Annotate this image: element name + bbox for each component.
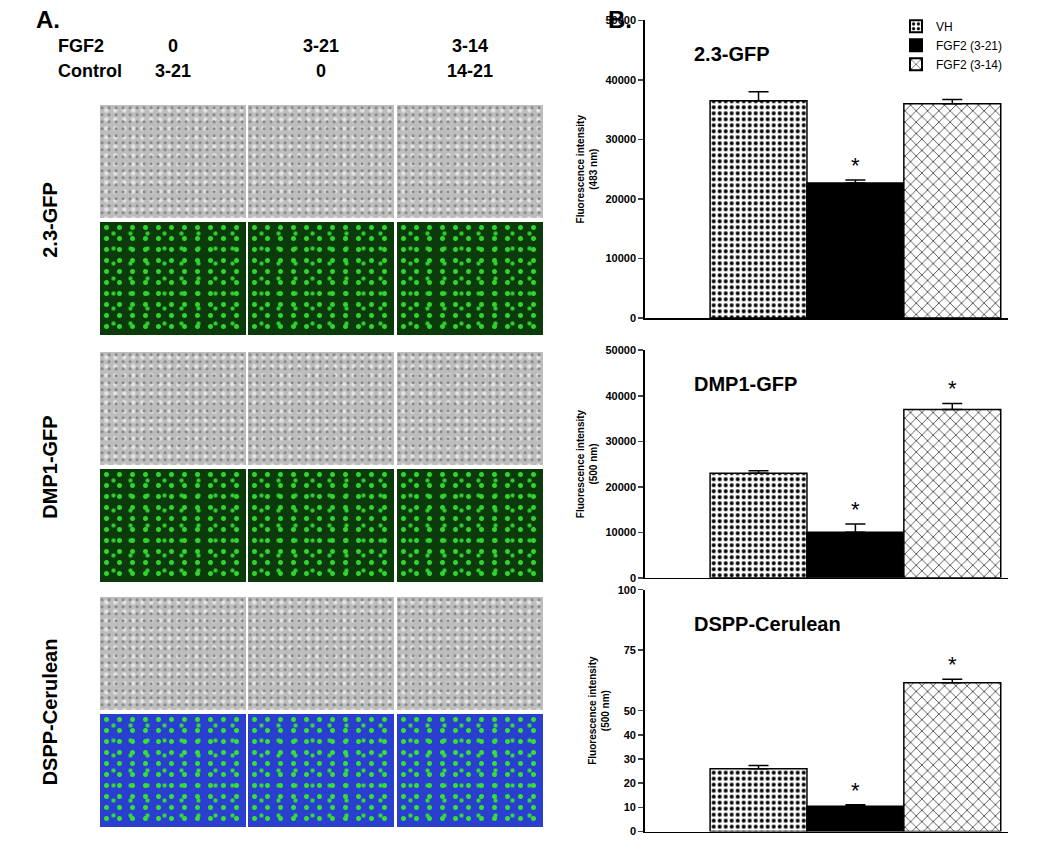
svg-text:DSPP-Cerulean: DSPP-Cerulean [694, 613, 841, 635]
svg-text:20000: 20000 [605, 481, 636, 493]
svg-text:Fluorescence intensity(500 nm): Fluorescence intensity(500 nm) [587, 656, 611, 765]
html-text:0: 0 [168, 36, 178, 56]
svg-text:0: 0 [630, 312, 636, 324]
svg-text:Fluorescence intensity(483 nm): Fluorescence intensity(483 nm) [575, 115, 599, 224]
svg-text:20: 20 [624, 777, 636, 789]
svg-text:VH: VH [936, 20, 953, 34]
svg-text:75: 75 [624, 644, 636, 656]
svg-text:DMP1-GFP: DMP1-GFP [694, 373, 797, 395]
html-text:DSPP-Cerulean: DSPP-Cerulean [38, 638, 61, 786]
svg-text:40000: 40000 [605, 390, 636, 402]
svg-text:Fluorescence intensity(500 nm): Fluorescence intensity(500 nm) [575, 409, 599, 518]
svg-text:50: 50 [624, 704, 636, 716]
svg-text:10000: 10000 [605, 526, 636, 538]
html-text:FGF2: FGF2 [58, 36, 104, 56]
svg-text:*: * [851, 778, 860, 803]
svg-text:10: 10 [624, 801, 636, 813]
svg-text:*: * [851, 497, 860, 522]
svg-text:30000: 30000 [605, 435, 636, 447]
svg-text:*: * [948, 652, 957, 677]
html-text:3-21: 3-21 [303, 36, 339, 56]
svg-text:40000: 40000 [605, 74, 636, 86]
html-text:A.: A. [36, 6, 60, 33]
svg-text:*: * [948, 376, 957, 401]
svg-text:FGF2 (3-21): FGF2 (3-21) [936, 39, 1002, 53]
html-text:3-21: 3-21 [155, 61, 191, 81]
html-text:DMP1-GFP: DMP1-GFP [38, 415, 61, 519]
svg-text:100: 100 [618, 584, 636, 596]
svg-text:30: 30 [624, 753, 636, 765]
svg-text:2.3-GFP: 2.3-GFP [694, 43, 770, 65]
svg-text:30000: 30000 [605, 133, 636, 145]
svg-text:20000: 20000 [605, 193, 636, 205]
html-text:3-14: 3-14 [452, 36, 488, 56]
html-text:2.3-GFP: 2.3-GFP [38, 182, 61, 258]
svg-text:FGF2 (3-14): FGF2 (3-14) [936, 58, 1002, 72]
svg-text:0: 0 [630, 572, 636, 584]
svg-text:10000: 10000 [605, 252, 636, 264]
html-text:0: 0 [316, 61, 326, 81]
html-text:14-21: 14-21 [447, 61, 493, 81]
svg-text:0: 0 [630, 825, 636, 837]
html-text:B.: B. [608, 6, 632, 33]
svg-text:50000: 50000 [605, 344, 636, 356]
svg-text:*: * [851, 153, 860, 178]
html-text:Control: Control [58, 61, 122, 81]
svg-text:40: 40 [624, 729, 636, 741]
